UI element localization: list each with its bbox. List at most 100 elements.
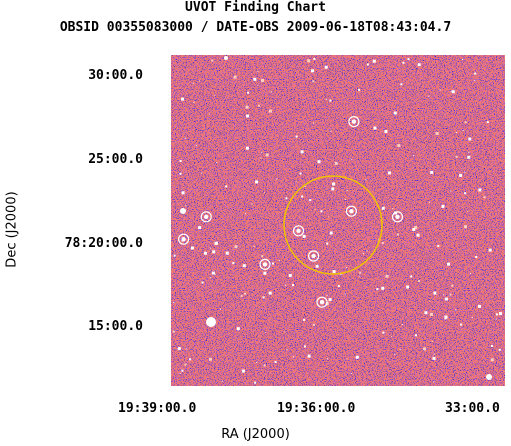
field-noise-red (171, 55, 505, 386)
faint-star (381, 286, 385, 290)
faint-star (247, 91, 250, 94)
faint-star (490, 358, 494, 362)
y-tick-label: 25:00.0 (88, 152, 143, 167)
faint-star (309, 199, 312, 202)
source-circle (259, 258, 271, 270)
faint-star (464, 192, 467, 195)
faint-star (245, 146, 249, 150)
faint-star (433, 381, 435, 383)
faint-star (414, 225, 418, 229)
source-point (349, 209, 354, 214)
sky-image (171, 55, 505, 386)
faint-star (313, 122, 315, 124)
faint-star (498, 348, 501, 351)
faint-star (314, 209, 316, 210)
faint-star (401, 324, 403, 325)
faint-star (184, 363, 187, 366)
faint-star (258, 104, 261, 107)
x-tick-label: 33:00.0 (445, 401, 500, 416)
faint-star (292, 284, 294, 287)
faint-star (172, 330, 175, 333)
faint-star (495, 313, 498, 316)
faint-star (373, 126, 377, 130)
faint-star (299, 172, 302, 175)
faint-star (350, 373, 352, 374)
faint-star (312, 323, 315, 326)
bright-star (224, 56, 228, 60)
faint-star (257, 71, 259, 72)
faint-star (225, 251, 229, 255)
faint-star (285, 197, 288, 200)
faint-star (214, 94, 216, 96)
sky-image-svg (171, 55, 505, 386)
faint-star (185, 348, 187, 350)
faint-star (406, 285, 410, 289)
faint-star (181, 369, 184, 372)
faint-star (328, 298, 332, 302)
faint-star (185, 205, 187, 207)
faint-star (432, 356, 436, 360)
faint-star (261, 79, 264, 82)
faint-star (431, 340, 433, 342)
faint-star (337, 285, 340, 287)
faint-star (261, 255, 264, 258)
faint-star (215, 241, 218, 245)
faint-star (415, 334, 417, 337)
faint-star (433, 353, 435, 355)
faint-star (302, 234, 306, 238)
faint-star (430, 170, 434, 174)
faint-star (192, 82, 194, 84)
faint-star (261, 151, 263, 153)
faint-star (423, 347, 426, 351)
faint-star (435, 132, 439, 135)
faint-star (366, 250, 368, 252)
faint-star (424, 311, 428, 315)
faint-star (326, 358, 328, 360)
faint-star (447, 262, 450, 266)
faint-star (181, 97, 185, 101)
faint-star (311, 69, 314, 73)
faint-star (274, 361, 277, 363)
faint-star (251, 203, 253, 205)
faint-star (179, 172, 182, 175)
faint-star (216, 162, 218, 164)
source-point (351, 119, 357, 124)
faint-star (474, 80, 476, 82)
source-circle (316, 296, 328, 308)
faint-star (464, 121, 467, 124)
faint-star (193, 101, 195, 103)
faint-star (263, 192, 265, 193)
faint-star (271, 262, 274, 265)
faint-star (437, 245, 440, 247)
faint-star (262, 296, 265, 299)
faint-star (263, 364, 266, 367)
faint-star (399, 349, 401, 350)
faint-star (211, 59, 214, 62)
faint-star (315, 264, 319, 268)
faint-star (344, 293, 346, 295)
source-point (262, 262, 268, 267)
chart-title: UVOT Finding Chart (185, 0, 326, 15)
faint-star (344, 198, 346, 200)
bright-sources (180, 56, 492, 380)
source-circle (292, 225, 305, 237)
faint-star (245, 105, 249, 109)
faint-star (444, 297, 448, 301)
faint-star (455, 309, 457, 311)
faint-star (417, 63, 421, 67)
faint-star (268, 291, 272, 295)
faint-star (376, 288, 379, 291)
faint-star (467, 210, 469, 212)
faint-star (359, 271, 362, 274)
source-circle (308, 250, 320, 262)
faint-star (418, 280, 420, 283)
y-tick-label: 78:20:00.0 (64, 236, 143, 251)
faint-star (240, 294, 243, 297)
faint-star (358, 88, 360, 91)
y-tick-label: 15:00.0 (88, 319, 143, 334)
faint-star (346, 358, 348, 360)
faint-star (173, 254, 176, 257)
faint-star (410, 275, 413, 278)
faint-star (460, 323, 463, 326)
